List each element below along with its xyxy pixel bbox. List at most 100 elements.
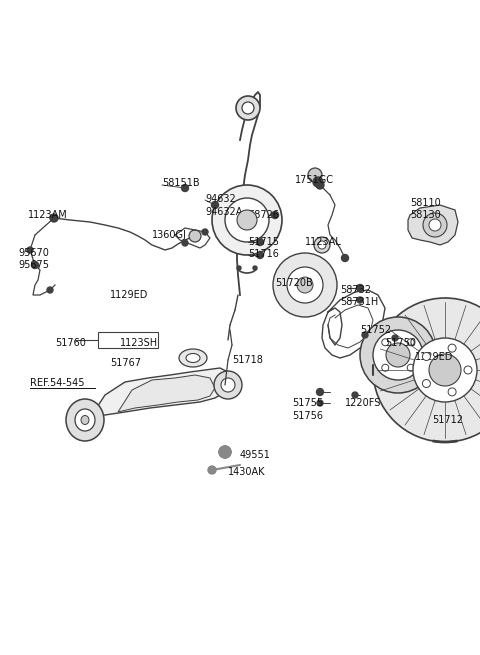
Circle shape <box>392 335 398 341</box>
Circle shape <box>236 96 260 120</box>
Polygon shape <box>90 368 230 418</box>
Circle shape <box>422 352 431 360</box>
Text: 51760: 51760 <box>55 338 86 348</box>
Polygon shape <box>118 375 215 412</box>
Circle shape <box>214 371 242 399</box>
Text: 95675: 95675 <box>18 260 49 270</box>
Circle shape <box>297 277 313 293</box>
Ellipse shape <box>66 399 104 441</box>
Circle shape <box>189 230 201 242</box>
Circle shape <box>32 261 38 269</box>
Text: 51767: 51767 <box>110 358 141 368</box>
Circle shape <box>314 237 330 253</box>
Circle shape <box>242 102 254 114</box>
Text: 1123AM: 1123AM <box>28 210 68 220</box>
Text: 1129ED: 1129ED <box>415 352 454 362</box>
Circle shape <box>237 210 257 230</box>
Circle shape <box>181 185 189 191</box>
Circle shape <box>357 284 363 291</box>
Text: 1360GJ: 1360GJ <box>152 230 187 240</box>
Circle shape <box>448 344 456 352</box>
Circle shape <box>273 253 337 317</box>
Circle shape <box>341 255 348 261</box>
Circle shape <box>313 177 323 187</box>
Ellipse shape <box>179 349 207 367</box>
Polygon shape <box>408 205 458 245</box>
Circle shape <box>237 266 241 270</box>
Circle shape <box>413 338 477 402</box>
Circle shape <box>219 446 231 458</box>
Circle shape <box>50 214 58 222</box>
Text: 51752: 51752 <box>360 325 391 335</box>
Circle shape <box>256 252 264 259</box>
Circle shape <box>222 449 228 455</box>
Circle shape <box>407 339 414 346</box>
Circle shape <box>429 219 441 231</box>
Circle shape <box>212 185 282 255</box>
Ellipse shape <box>186 354 200 362</box>
Text: 58726: 58726 <box>248 210 279 220</box>
Circle shape <box>308 168 322 182</box>
Circle shape <box>429 354 461 386</box>
Circle shape <box>352 392 358 398</box>
Circle shape <box>272 212 278 219</box>
Circle shape <box>382 339 389 346</box>
Circle shape <box>318 241 326 249</box>
Circle shape <box>373 298 480 442</box>
Text: 51720B: 51720B <box>275 278 313 288</box>
Circle shape <box>253 266 257 270</box>
Circle shape <box>221 378 235 392</box>
Circle shape <box>464 366 472 374</box>
Circle shape <box>357 297 363 303</box>
Circle shape <box>202 229 208 235</box>
Circle shape <box>225 198 269 242</box>
Text: 1123SH: 1123SH <box>120 338 158 348</box>
Text: 94632A: 94632A <box>205 207 242 217</box>
Text: 1220FS: 1220FS <box>345 398 382 408</box>
Circle shape <box>27 247 33 253</box>
Ellipse shape <box>75 409 95 431</box>
Text: 58110: 58110 <box>410 198 441 208</box>
Circle shape <box>373 330 423 380</box>
Text: 51715: 51715 <box>248 237 279 247</box>
Text: 94632: 94632 <box>205 194 236 204</box>
Text: 1430AK: 1430AK <box>228 467 265 477</box>
Text: 58732: 58732 <box>340 285 371 295</box>
Circle shape <box>362 332 368 338</box>
Text: 51750: 51750 <box>385 338 416 348</box>
Circle shape <box>317 400 323 406</box>
Text: 1129ED: 1129ED <box>110 290 148 300</box>
Text: 1123AL: 1123AL <box>305 237 342 247</box>
Circle shape <box>386 343 410 367</box>
Circle shape <box>316 181 324 189</box>
Circle shape <box>182 240 188 246</box>
Text: 95670: 95670 <box>18 248 49 258</box>
Text: 49551: 49551 <box>240 450 271 460</box>
Circle shape <box>316 388 324 396</box>
Circle shape <box>382 364 389 371</box>
Text: 51718: 51718 <box>232 355 263 365</box>
Text: 51756: 51756 <box>292 411 323 421</box>
Text: 51716: 51716 <box>248 249 279 259</box>
Bar <box>98 332 158 348</box>
Text: 51712: 51712 <box>432 415 463 425</box>
Circle shape <box>437 355 443 361</box>
Ellipse shape <box>81 415 89 424</box>
Circle shape <box>212 202 218 208</box>
Circle shape <box>219 446 231 458</box>
Circle shape <box>423 213 447 237</box>
Circle shape <box>448 388 456 396</box>
Circle shape <box>208 466 216 474</box>
Text: 58731H: 58731H <box>340 297 378 307</box>
Circle shape <box>47 287 53 293</box>
Circle shape <box>287 267 323 303</box>
Text: 51755: 51755 <box>292 398 323 408</box>
Text: 58151B: 58151B <box>162 178 200 188</box>
Text: 1751GC: 1751GC <box>295 175 334 185</box>
Text: 58130: 58130 <box>410 210 441 220</box>
Text: REF.54-545: REF.54-545 <box>30 378 84 388</box>
Circle shape <box>407 364 414 371</box>
Circle shape <box>422 379 431 388</box>
Circle shape <box>256 238 264 246</box>
Circle shape <box>360 317 436 393</box>
